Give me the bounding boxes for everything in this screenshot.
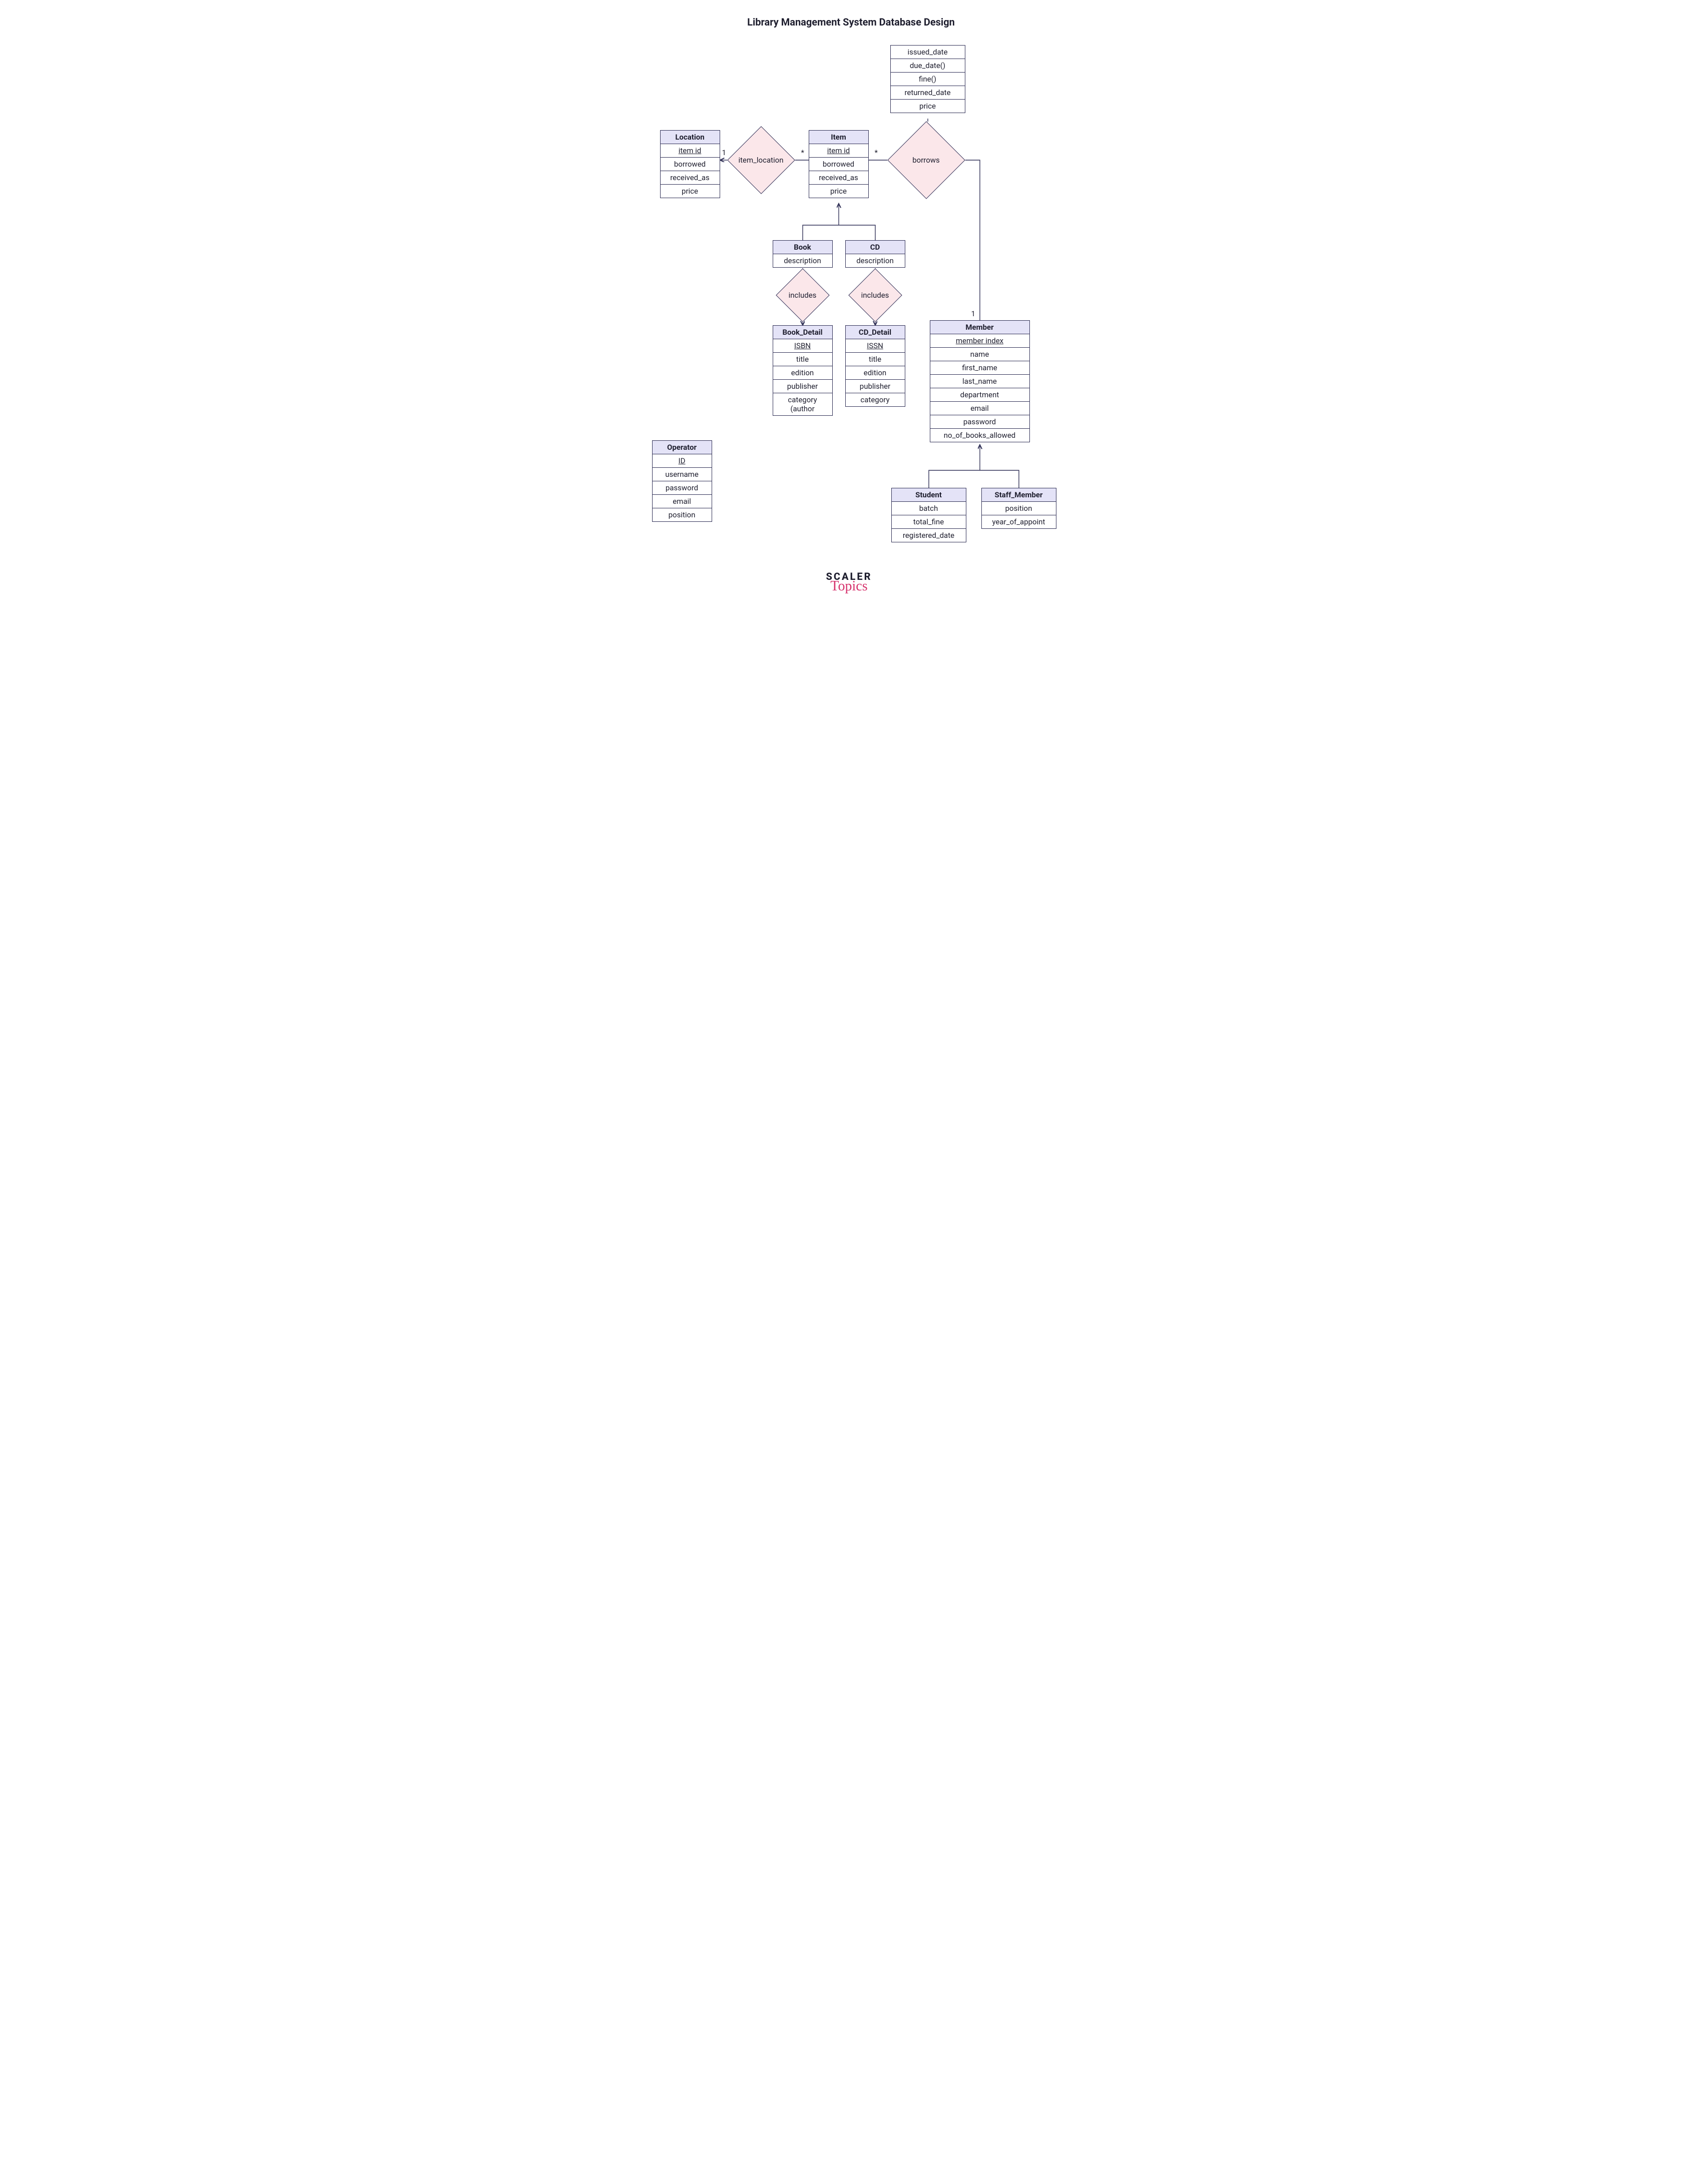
logo-text-bottom: Topics	[826, 578, 872, 594]
entity-row: publisher	[773, 380, 832, 393]
entity-header: Book_Detail	[773, 326, 832, 339]
diagram-title: Library Management System Database Desig…	[611, 16, 1091, 28]
entity-row: item id	[809, 144, 868, 158]
er-diagram-canvas: Library Management System Database Desig…	[611, 0, 1091, 615]
entity-row: item id	[661, 144, 720, 158]
entity-row: department	[930, 388, 1029, 402]
entity-row: title	[846, 353, 905, 366]
entity-row: ID	[653, 454, 712, 468]
entity-row: category (author	[773, 393, 832, 415]
entity-row: password	[930, 415, 1029, 429]
cardinality: *	[875, 148, 878, 157]
entity-row: last_name	[930, 375, 1029, 388]
entity-book: Book description	[773, 240, 833, 268]
entity-row: description	[773, 254, 832, 267]
rel-label: borrows	[912, 156, 940, 165]
entity-row: name	[930, 348, 1029, 361]
attr-row: price	[891, 100, 965, 113]
entity-row: received_as	[809, 171, 868, 185]
entity-item: Item item id borrowed received_as price	[809, 130, 869, 198]
entity-header: CD_Detail	[846, 326, 905, 339]
entity-row: ISBN	[773, 339, 832, 353]
entity-row: price	[661, 185, 720, 198]
entity-row: no_of_books_allowed	[930, 429, 1029, 442]
entity-operator: Operator ID username password email posi…	[652, 440, 712, 522]
entity-book-detail: Book_Detail ISBN title edition publisher…	[773, 325, 833, 416]
borrows-attributes: issued_date due_date() fine() returned_d…	[890, 45, 965, 113]
entity-row: borrowed	[661, 158, 720, 171]
entity-row: edition	[773, 366, 832, 380]
entity-header: Student	[892, 488, 966, 502]
entity-row: batch	[892, 502, 966, 515]
entity-row: member index	[930, 334, 1029, 348]
entity-row: price	[809, 185, 868, 198]
entity-row: email	[653, 495, 712, 508]
entity-row: edition	[846, 366, 905, 380]
entity-row: registered_date	[892, 529, 966, 542]
entity-row: total_fine	[892, 515, 966, 529]
entity-row: year_of_appoint	[982, 515, 1056, 528]
entity-row: category	[846, 393, 905, 406]
entity-staff-member: Staff_Member position year_of_appoint	[981, 488, 1056, 529]
entity-member: Member member index name first_name last…	[930, 320, 1030, 442]
entity-header: Staff_Member	[982, 488, 1056, 502]
cardinality: 1	[971, 309, 975, 318]
attr-row: returned_date	[891, 86, 965, 100]
entity-row: description	[846, 254, 905, 267]
entity-header: Book	[773, 241, 832, 254]
entity-row: password	[653, 481, 712, 495]
entity-row: position	[982, 502, 1056, 515]
entity-row: username	[653, 468, 712, 481]
rel-item-location: item_location	[737, 136, 785, 184]
entity-row: title	[773, 353, 832, 366]
entity-cd: CD description	[845, 240, 905, 268]
entity-location: Location item id borrowed received_as pr…	[660, 130, 720, 198]
rel-includes-cd: includes	[856, 276, 894, 314]
entity-header: Location	[661, 131, 720, 144]
rel-label: item_location	[738, 156, 783, 165]
cardinality: *	[801, 148, 804, 157]
entity-header: Item	[809, 131, 868, 144]
entity-row: position	[653, 508, 712, 521]
entity-student: Student batch total_fine registered_date	[891, 488, 966, 542]
entity-row: borrowed	[809, 158, 868, 171]
entity-row: publisher	[846, 380, 905, 393]
entity-header: CD	[846, 241, 905, 254]
attr-row: issued_date	[891, 46, 965, 59]
attr-row: due_date()	[891, 59, 965, 73]
entity-row: ISSN	[846, 339, 905, 353]
rel-includes-book: includes	[784, 276, 822, 314]
cardinality: 1	[722, 148, 726, 157]
entity-cd-detail: CD_Detail ISSN title edition publisher c…	[845, 325, 905, 407]
rel-borrows: borrows	[899, 133, 954, 188]
entity-header: Member	[930, 321, 1029, 334]
attr-row: fine()	[891, 73, 965, 86]
entity-row: first_name	[930, 361, 1029, 375]
scaler-topics-logo: SCALER Topics	[826, 570, 872, 594]
rel-label: includes	[789, 291, 817, 300]
entity-header: Operator	[653, 441, 712, 454]
rel-label: includes	[861, 291, 889, 300]
entity-row: received_as	[661, 171, 720, 185]
entity-row: email	[930, 402, 1029, 415]
